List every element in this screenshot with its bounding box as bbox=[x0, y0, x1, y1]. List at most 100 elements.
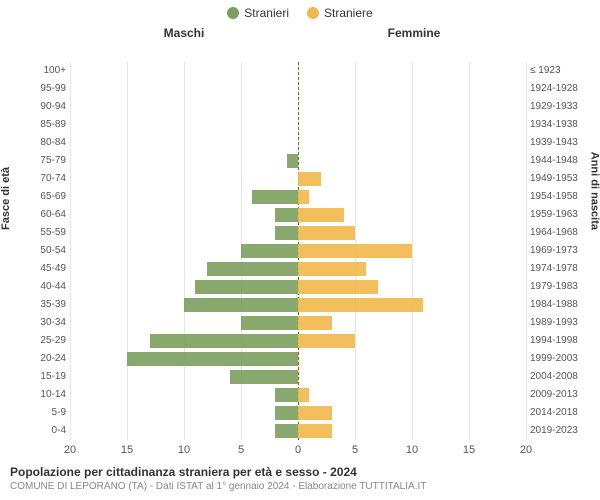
age-label: 80-84 bbox=[26, 137, 66, 148]
pyramid-row bbox=[70, 80, 526, 98]
birth-label: 1984-1988 bbox=[530, 299, 590, 310]
x-tick-label: 5 bbox=[352, 444, 358, 456]
pyramid-row bbox=[70, 386, 526, 404]
birth-label: 1944-1948 bbox=[530, 155, 590, 166]
bar-female bbox=[298, 280, 378, 294]
legend: Stranieri Straniere bbox=[0, 0, 600, 20]
bar-female bbox=[298, 244, 412, 258]
bar-male bbox=[195, 280, 298, 294]
age-label: 15-19 bbox=[26, 371, 66, 382]
footer-title: Popolazione per cittadinanza straniera p… bbox=[10, 465, 590, 479]
bar-male bbox=[275, 388, 298, 402]
pyramid-row bbox=[70, 422, 526, 440]
legend-swatch-male bbox=[227, 7, 239, 19]
birth-label: 1929-1933 bbox=[530, 101, 590, 112]
x-tick-label: 5 bbox=[238, 444, 244, 456]
bar-male bbox=[252, 190, 298, 204]
birth-label: 1999-2003 bbox=[530, 353, 590, 364]
age-label: 45-49 bbox=[26, 263, 66, 274]
bar-female bbox=[298, 190, 309, 204]
bar-female bbox=[298, 298, 423, 312]
legend-label-male: Stranieri bbox=[244, 6, 289, 20]
bar-male bbox=[184, 298, 298, 312]
birth-label: ≤ 1923 bbox=[530, 65, 590, 76]
bar-female bbox=[298, 172, 321, 186]
age-label: 20-24 bbox=[26, 353, 66, 364]
age-label: 50-54 bbox=[26, 245, 66, 256]
gridline bbox=[526, 62, 527, 440]
age-label: 0-4 bbox=[26, 425, 66, 436]
pyramid-row bbox=[70, 98, 526, 116]
age-label: 30-34 bbox=[26, 317, 66, 328]
age-label: 35-39 bbox=[26, 299, 66, 310]
plot-area: 201510505101520 bbox=[70, 62, 526, 440]
birth-label: 1964-1968 bbox=[530, 227, 590, 238]
bar-male bbox=[275, 424, 298, 438]
footer-subtitle: COMUNE DI LEPORANO (TA) - Dati ISTAT al … bbox=[10, 481, 590, 492]
pyramid-row bbox=[70, 404, 526, 422]
age-label: 5-9 bbox=[26, 407, 66, 418]
pyramid-row bbox=[70, 242, 526, 260]
age-label: 25-29 bbox=[26, 335, 66, 346]
birth-label: 2019-2023 bbox=[530, 425, 590, 436]
bar-male bbox=[241, 244, 298, 258]
bar-male bbox=[241, 316, 298, 330]
age-label: 65-69 bbox=[26, 191, 66, 202]
x-tick-label: 15 bbox=[121, 444, 133, 456]
bar-male bbox=[127, 352, 298, 366]
birth-label: 1949-1953 bbox=[530, 173, 590, 184]
chart-container: Stranieri Straniere Maschi Femmine Fasce… bbox=[0, 0, 600, 500]
pyramid-row bbox=[70, 296, 526, 314]
x-tick-label: 20 bbox=[64, 444, 76, 456]
x-tick-label: 10 bbox=[178, 444, 190, 456]
bar-male bbox=[275, 406, 298, 420]
age-label: 95-99 bbox=[26, 83, 66, 94]
birth-label: 1974-1978 bbox=[530, 263, 590, 274]
birth-label: 2004-2008 bbox=[530, 371, 590, 382]
birth-label: 2009-2013 bbox=[530, 389, 590, 400]
birth-label: 1924-1928 bbox=[530, 83, 590, 94]
bar-male bbox=[150, 334, 298, 348]
pyramid-row bbox=[70, 260, 526, 278]
bar-female bbox=[298, 208, 344, 222]
pyramid-row bbox=[70, 206, 526, 224]
age-label: 70-74 bbox=[26, 173, 66, 184]
pyramid-row bbox=[70, 170, 526, 188]
pyramid-row bbox=[70, 368, 526, 386]
birth-label: 2014-2018 bbox=[530, 407, 590, 418]
birth-label: 1979-1983 bbox=[530, 281, 590, 292]
bar-male bbox=[230, 370, 298, 384]
x-tick-label: 20 bbox=[520, 444, 532, 456]
footer: Popolazione per cittadinanza straniera p… bbox=[10, 465, 590, 492]
bar-male bbox=[207, 262, 298, 276]
legend-item-female: Straniere bbox=[307, 6, 373, 20]
pyramid-row bbox=[70, 278, 526, 296]
legend-label-female: Straniere bbox=[324, 6, 373, 20]
birth-label: 1969-1973 bbox=[530, 245, 590, 256]
pyramid-row bbox=[70, 134, 526, 152]
legend-item-male: Stranieri bbox=[227, 6, 289, 20]
birth-label: 1959-1963 bbox=[530, 209, 590, 220]
pyramid-row bbox=[70, 350, 526, 368]
age-label: 10-14 bbox=[26, 389, 66, 400]
pyramid-row bbox=[70, 62, 526, 80]
x-tick-label: 0 bbox=[295, 444, 301, 456]
age-label: 90-94 bbox=[26, 101, 66, 112]
bar-female bbox=[298, 406, 332, 420]
birth-label: 1994-1998 bbox=[530, 335, 590, 346]
bar-female bbox=[298, 424, 332, 438]
age-label: 55-59 bbox=[26, 227, 66, 238]
bar-female bbox=[298, 316, 332, 330]
age-label: 85-89 bbox=[26, 119, 66, 130]
bar-female bbox=[298, 226, 355, 240]
pyramid-row bbox=[70, 332, 526, 350]
age-label: 75-79 bbox=[26, 155, 66, 166]
bar-female bbox=[298, 334, 355, 348]
pyramid-row bbox=[70, 224, 526, 242]
age-label: 60-64 bbox=[26, 209, 66, 220]
bar-male bbox=[275, 208, 298, 222]
bar-male bbox=[287, 154, 298, 168]
legend-swatch-female bbox=[307, 7, 319, 19]
age-label: 100+ bbox=[26, 65, 66, 76]
bar-male bbox=[275, 226, 298, 240]
